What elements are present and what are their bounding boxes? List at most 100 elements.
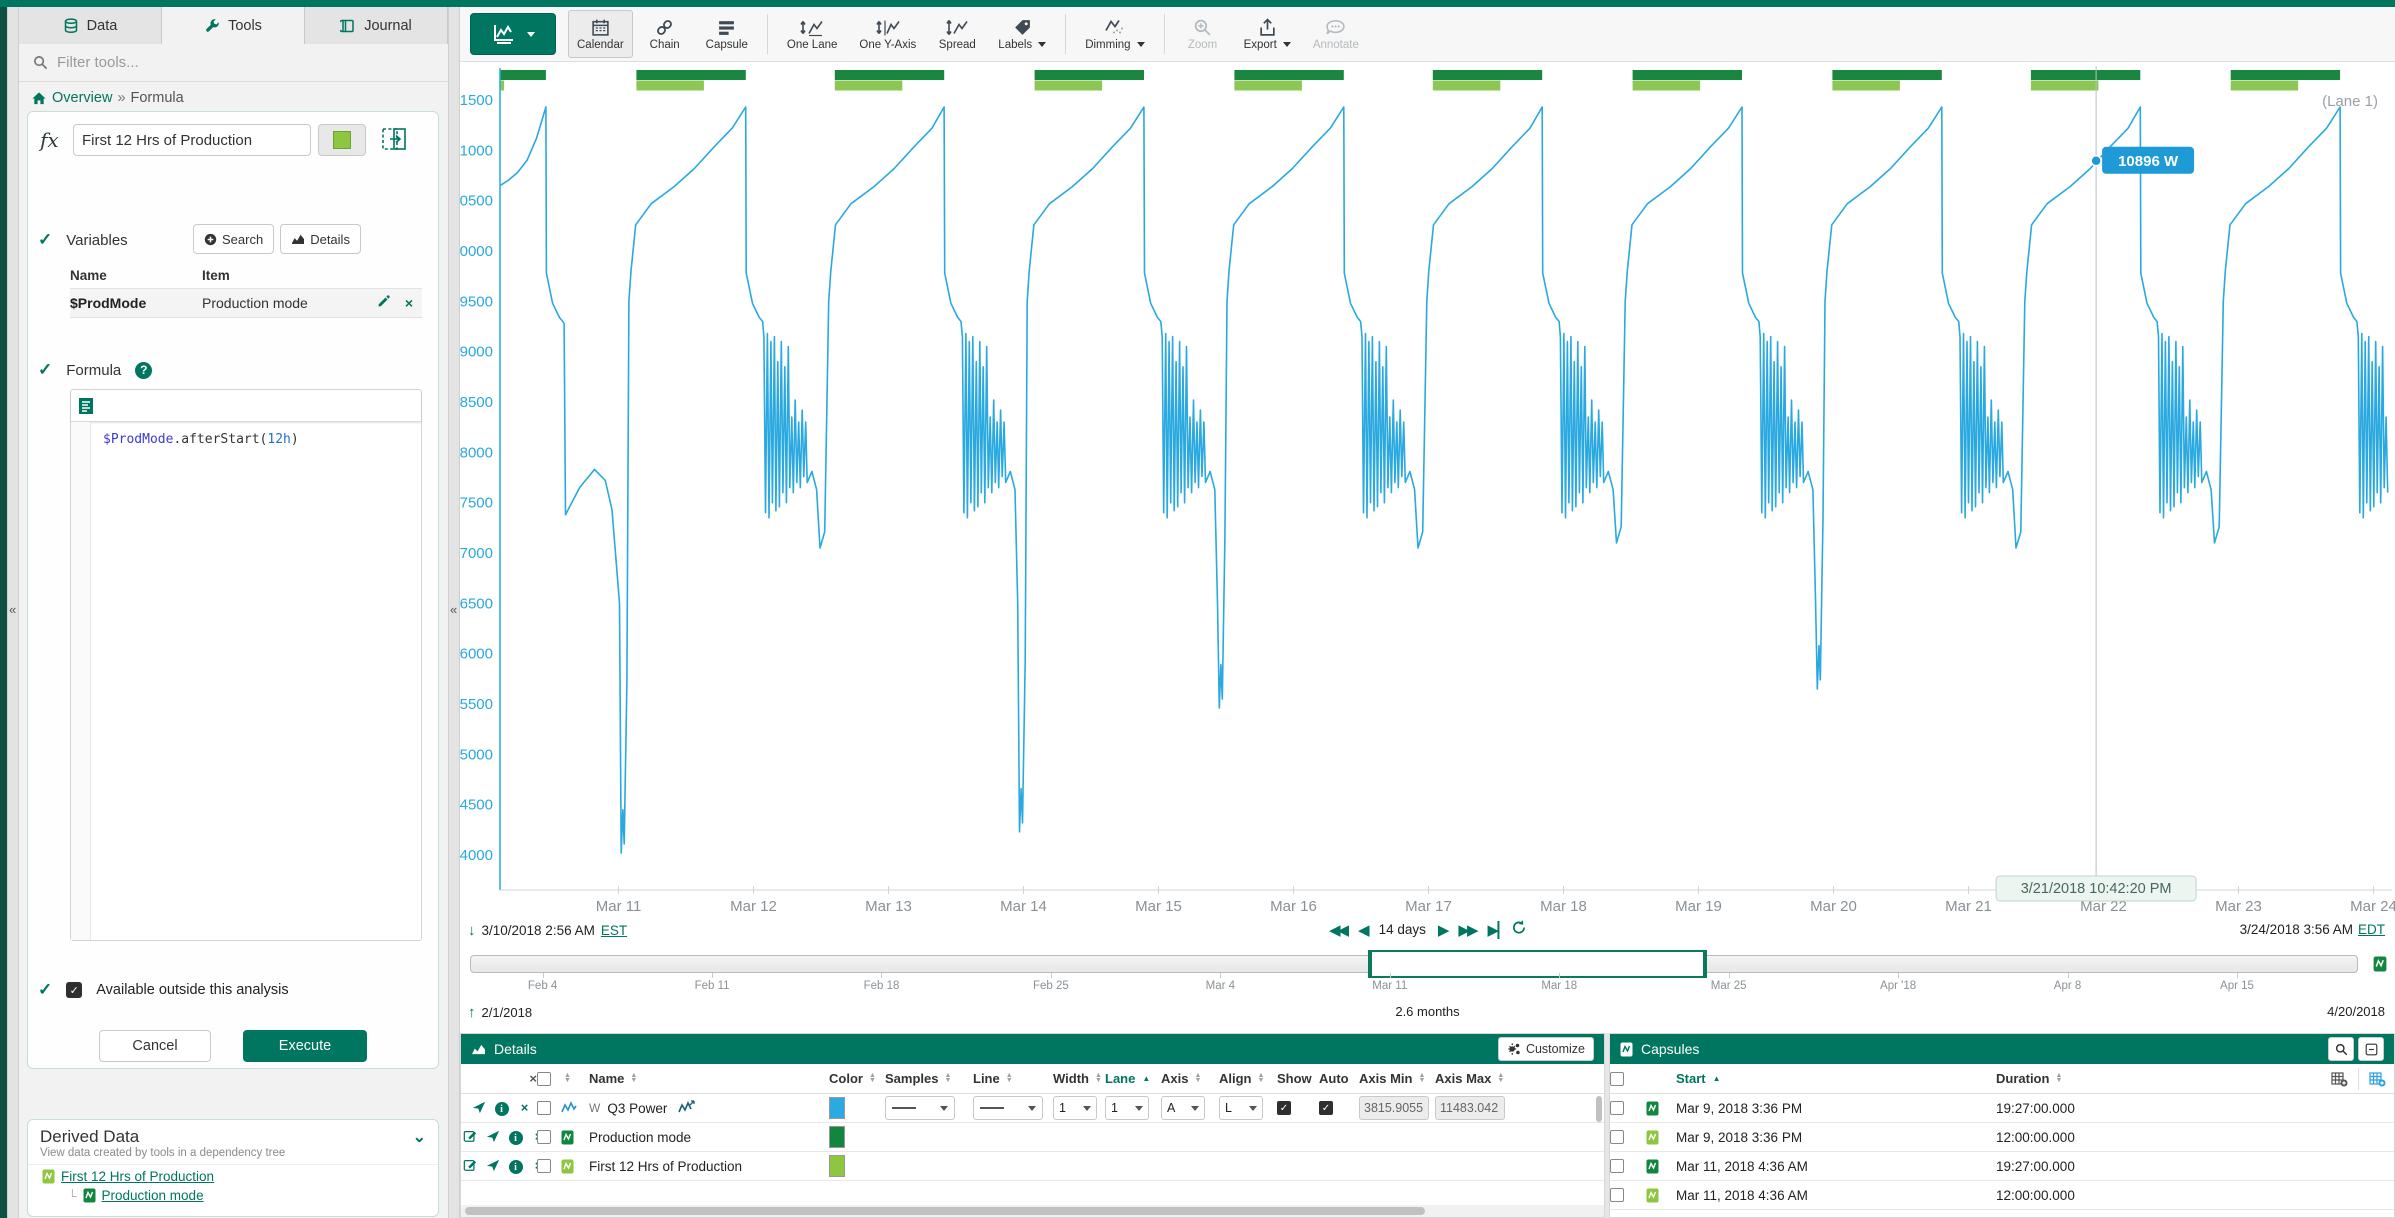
dropdown[interactable]: L [1219, 1096, 1263, 1120]
details-row-color[interactable] [829, 1155, 885, 1177]
capsule-bar-production-mode[interactable] [1632, 70, 1742, 80]
item-name[interactable]: Q3 Power [607, 1100, 668, 1116]
toolbar-spread-button[interactable]: Spread [929, 10, 985, 58]
range-end-timezone-link[interactable]: EDT [2358, 922, 2385, 937]
tab-journal[interactable]: Journal [305, 7, 448, 44]
send-item-icon[interactable] [470, 1100, 487, 1117]
checkbox[interactable] [537, 1071, 551, 1086]
toolbar-one-lane-button[interactable]: One Lane [778, 10, 847, 58]
add-capsule-column-icon[interactable] [2369, 1071, 2386, 1087]
details-row-color[interactable] [829, 1097, 885, 1119]
samples-dropdown[interactable] [885, 1096, 955, 1120]
checkbox[interactable] [537, 1159, 551, 1173]
capsule-row-checkbox[interactable] [1610, 1159, 1646, 1173]
checkbox[interactable]: ✓ [1277, 1101, 1291, 1115]
capsule-bar-production-mode[interactable] [834, 70, 945, 80]
capsule-bar-production-mode[interactable] [1832, 70, 1942, 80]
send-item-icon[interactable] [484, 1158, 501, 1175]
axis-max-input[interactable]: 11483.042 [1435, 1096, 1505, 1120]
sort-icon[interactable]: ▲ ▼ [1005, 1072, 1013, 1084]
capsule-row-checkbox[interactable] [1610, 1130, 1646, 1144]
capsule-row[interactable]: Mar 11, 2018 4:36 AM 12:00:00.000 [1610, 1181, 2394, 1210]
sort-icon[interactable]: ▲ ▼ [1194, 1072, 1202, 1084]
details-row[interactable]: i× Production mode [461, 1123, 1604, 1152]
capsule-bar-first-12-hrs[interactable] [2030, 80, 2099, 91]
details-row-name[interactable]: First 12 Hrs of Production [589, 1159, 829, 1174]
axis-min-input[interactable]: 3815.9055 [1359, 1096, 1429, 1120]
item-info-icon[interactable]: i [493, 1100, 510, 1117]
customize-button[interactable]: Customize [1497, 1037, 1594, 1061]
capsule-row-checkbox[interactable] [1610, 1101, 1646, 1115]
toolbar-chain-button[interactable]: Chain [637, 10, 693, 58]
chart-type-dropdown[interactable] [470, 13, 556, 55]
item-name[interactable]: First 12 Hrs of Production [589, 1158, 743, 1174]
details-row-checkbox[interactable] [537, 1159, 561, 1173]
details-header-color[interactable]: Color ▲ ▼ [829, 1071, 876, 1086]
scrollbar-th umb[interactable] [465, 1207, 1425, 1215]
execute-button[interactable]: Execute [243, 1030, 367, 1062]
toolbar-calendar-button[interactable]: Calendar [568, 10, 633, 58]
breadcrumb-overview-link[interactable]: Overview [52, 90, 113, 106]
details-row-checkbox[interactable] [537, 1101, 561, 1115]
details-row-checkbox[interactable] [537, 1130, 561, 1144]
details-header-line[interactable]: Line ▲ ▼ [973, 1071, 1013, 1086]
capsules-header-start[interactable]: Start ▲ [1676, 1071, 1721, 1086]
capsule-row[interactable] [1610, 1210, 2394, 1217]
capsules-collapse-button[interactable] [2358, 1037, 2384, 1061]
capsule-bar-first-12-hrs[interactable] [1034, 80, 1103, 91]
capsules-header-duration[interactable]: Duration ▲ ▼ [1996, 1071, 2063, 1086]
range-start-timezone-link[interactable]: EST [600, 923, 628, 938]
sort-icon[interactable]: ▲ ▼ [868, 1072, 876, 1084]
details-header-name[interactable]: Name ▲ ▼ [589, 1071, 638, 1086]
range-duration-label[interactable]: 14 days [1378, 922, 1426, 937]
cancel-button[interactable]: Cancel [99, 1030, 211, 1062]
variables-details-button[interactable]: Details [280, 224, 361, 254]
capsule-bar-first-12-hrs[interactable] [1234, 80, 1302, 91]
details-header-axis[interactable]: Axis ▲ ▼ [1161, 1071, 1202, 1086]
send-to-display-button[interactable] [379, 125, 409, 155]
help-icon[interactable]: ? [135, 361, 153, 379]
send-item-icon[interactable] [484, 1129, 501, 1146]
capsule-bar-first-12-hrs[interactable] [1832, 80, 1900, 91]
details-header-width[interactable]: Width ▲ ▼ [1053, 1071, 1102, 1086]
checkbox[interactable] [1610, 1130, 1624, 1144]
capsule-bar-first-12-hrs[interactable] [2230, 80, 2299, 91]
step-forward-button[interactable]: ▶ [1437, 921, 1449, 939]
variables-search-button[interactable]: Search [193, 224, 275, 254]
remove-all-icon[interactable]: × [529, 1071, 537, 1086]
available-checkbox[interactable]: ✓ [66, 982, 83, 998]
capsule-bar-production-mode[interactable] [500, 70, 546, 80]
home-icon[interactable] [31, 91, 47, 106]
refresh-icon[interactable] [1511, 920, 1526, 939]
sort-icon[interactable]: ▲ ▼ [564, 1072, 571, 1084]
sort-icon[interactable]: ▲ ▼ [630, 1072, 638, 1084]
details-row-name[interactable]: Production mode [589, 1130, 829, 1145]
checkbox[interactable] [1610, 1071, 1624, 1086]
checkbox[interactable] [1610, 1101, 1624, 1115]
step-forward-fast-button[interactable]: ▶▶ [1458, 921, 1478, 939]
investigate-end-date[interactable]: 4/20/2018 [2327, 1004, 2385, 1019]
checkbox[interactable] [537, 1130, 551, 1144]
details-header-align[interactable]: Align ▲ ▼ [1219, 1071, 1265, 1086]
sort-icon[interactable]: ▲ ▼ [1257, 1072, 1265, 1084]
step-to-now-button[interactable]: ▶ [1488, 920, 1500, 939]
item-color-swatch[interactable] [829, 1126, 845, 1148]
sort-icon[interactable]: ▲ ▼ [1094, 1072, 1102, 1084]
details-header-axis-min[interactable]: Axis Min ▲ ▼ [1359, 1071, 1426, 1086]
document-icon[interactable] [78, 397, 94, 415]
dropdown[interactable]: 1 [1105, 1096, 1149, 1120]
details-header-checkbox[interactable] [537, 1071, 561, 1086]
capsule-bar-first-12-hrs[interactable] [636, 80, 704, 91]
formula-code[interactable]: $ProdMode.afterStart(12h) [91, 422, 311, 940]
details-row[interactable]: i × W Q3 Power 1 1 A L ✓ ✓ 3815.9055 11483.042 [461, 1094, 1604, 1123]
capsule-row[interactable]: Mar 11, 2018 4:36 AM 19:27:00.000 [1610, 1152, 2394, 1181]
capsule-bar-production-mode[interactable] [1034, 70, 1144, 80]
details-row[interactable]: i× First 12 Hrs of Production [461, 1152, 1604, 1181]
timebar-capsule-icon[interactable] [2373, 956, 2387, 977]
tool-name-input[interactable] [73, 124, 311, 156]
chevron-down-icon[interactable]: ⌄ [412, 1129, 426, 1146]
toolbar-labels-button[interactable]: Labels [989, 10, 1055, 58]
item-info-icon[interactable]: i [507, 1158, 524, 1175]
